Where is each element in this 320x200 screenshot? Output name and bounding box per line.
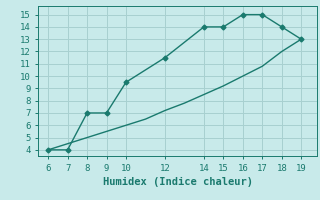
X-axis label: Humidex (Indice chaleur): Humidex (Indice chaleur) — [103, 177, 252, 187]
